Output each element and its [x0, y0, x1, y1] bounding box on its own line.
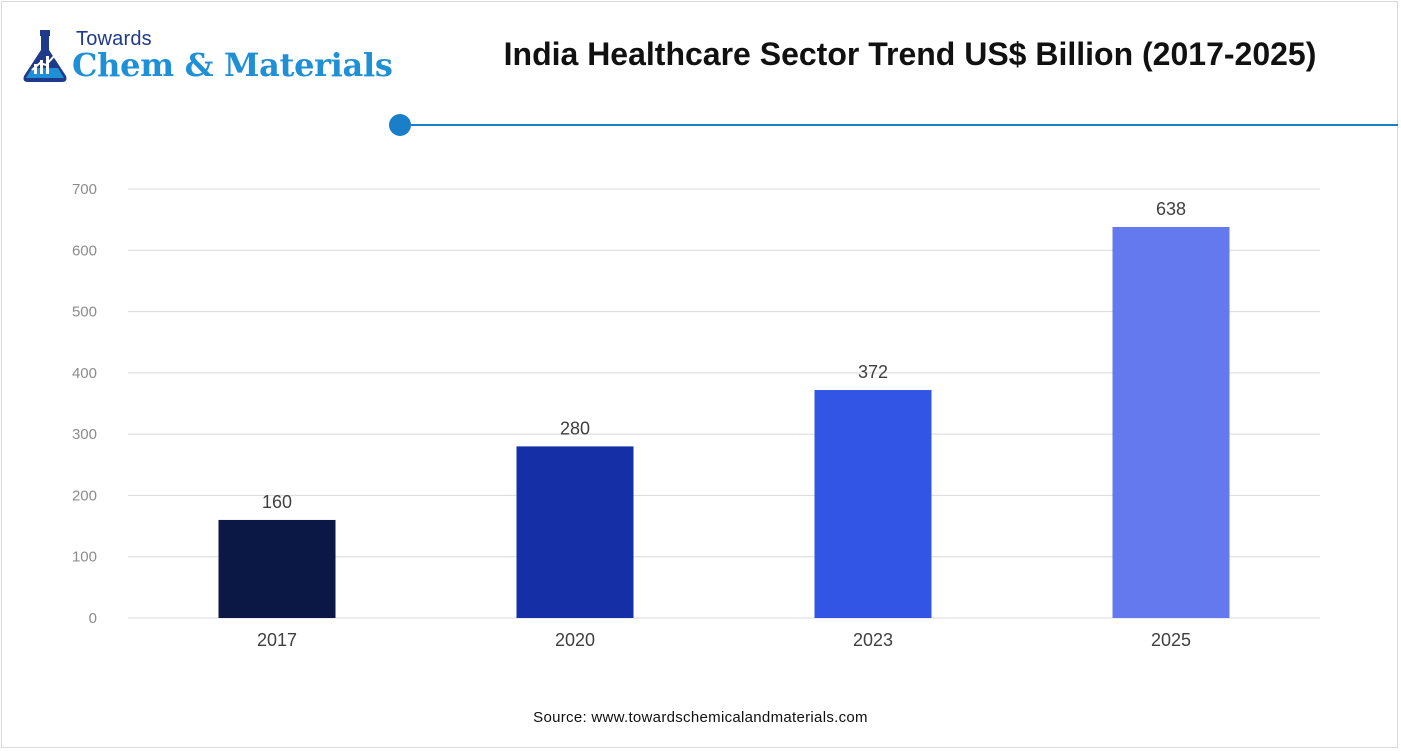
title-divider-line	[400, 124, 1398, 126]
y-tick-label: 200	[72, 487, 97, 504]
x-tick-label: 2025	[1151, 630, 1191, 650]
x-tick-label: 2017	[257, 630, 297, 650]
logo-towards-text: Towards	[76, 28, 152, 50]
x-tick-label: 2023	[853, 630, 893, 650]
data-label: 280	[560, 418, 590, 438]
chart-title: India Healthcare Sector Trend US$ Billio…	[503, 36, 1317, 72]
title-divider-dot	[389, 114, 411, 136]
logo-chem-materials-text: Chem & Materials	[72, 46, 393, 84]
y-tick-label: 100	[72, 549, 97, 566]
flask-icon	[23, 30, 67, 82]
data-label: 160	[262, 492, 292, 512]
bar	[1112, 226, 1230, 619]
y-tick-label: 500	[72, 304, 97, 321]
y-tick-label: 400	[72, 365, 97, 382]
data-label: 372	[858, 362, 888, 382]
brand-logo: Towards Chem & Materials	[20, 28, 393, 88]
y-tick-label: 600	[72, 242, 97, 259]
bar	[516, 446, 634, 618]
bar	[218, 519, 336, 618]
data-label: 638	[1156, 199, 1186, 219]
source-note: Source: www.towardschemicalandmaterials.…	[533, 709, 868, 726]
y-tick-label: 0	[89, 610, 97, 627]
x-tick-label: 2020	[555, 630, 595, 650]
bar	[814, 390, 932, 618]
y-tick-label: 700	[72, 181, 97, 198]
y-tick-label: 300	[72, 426, 97, 443]
